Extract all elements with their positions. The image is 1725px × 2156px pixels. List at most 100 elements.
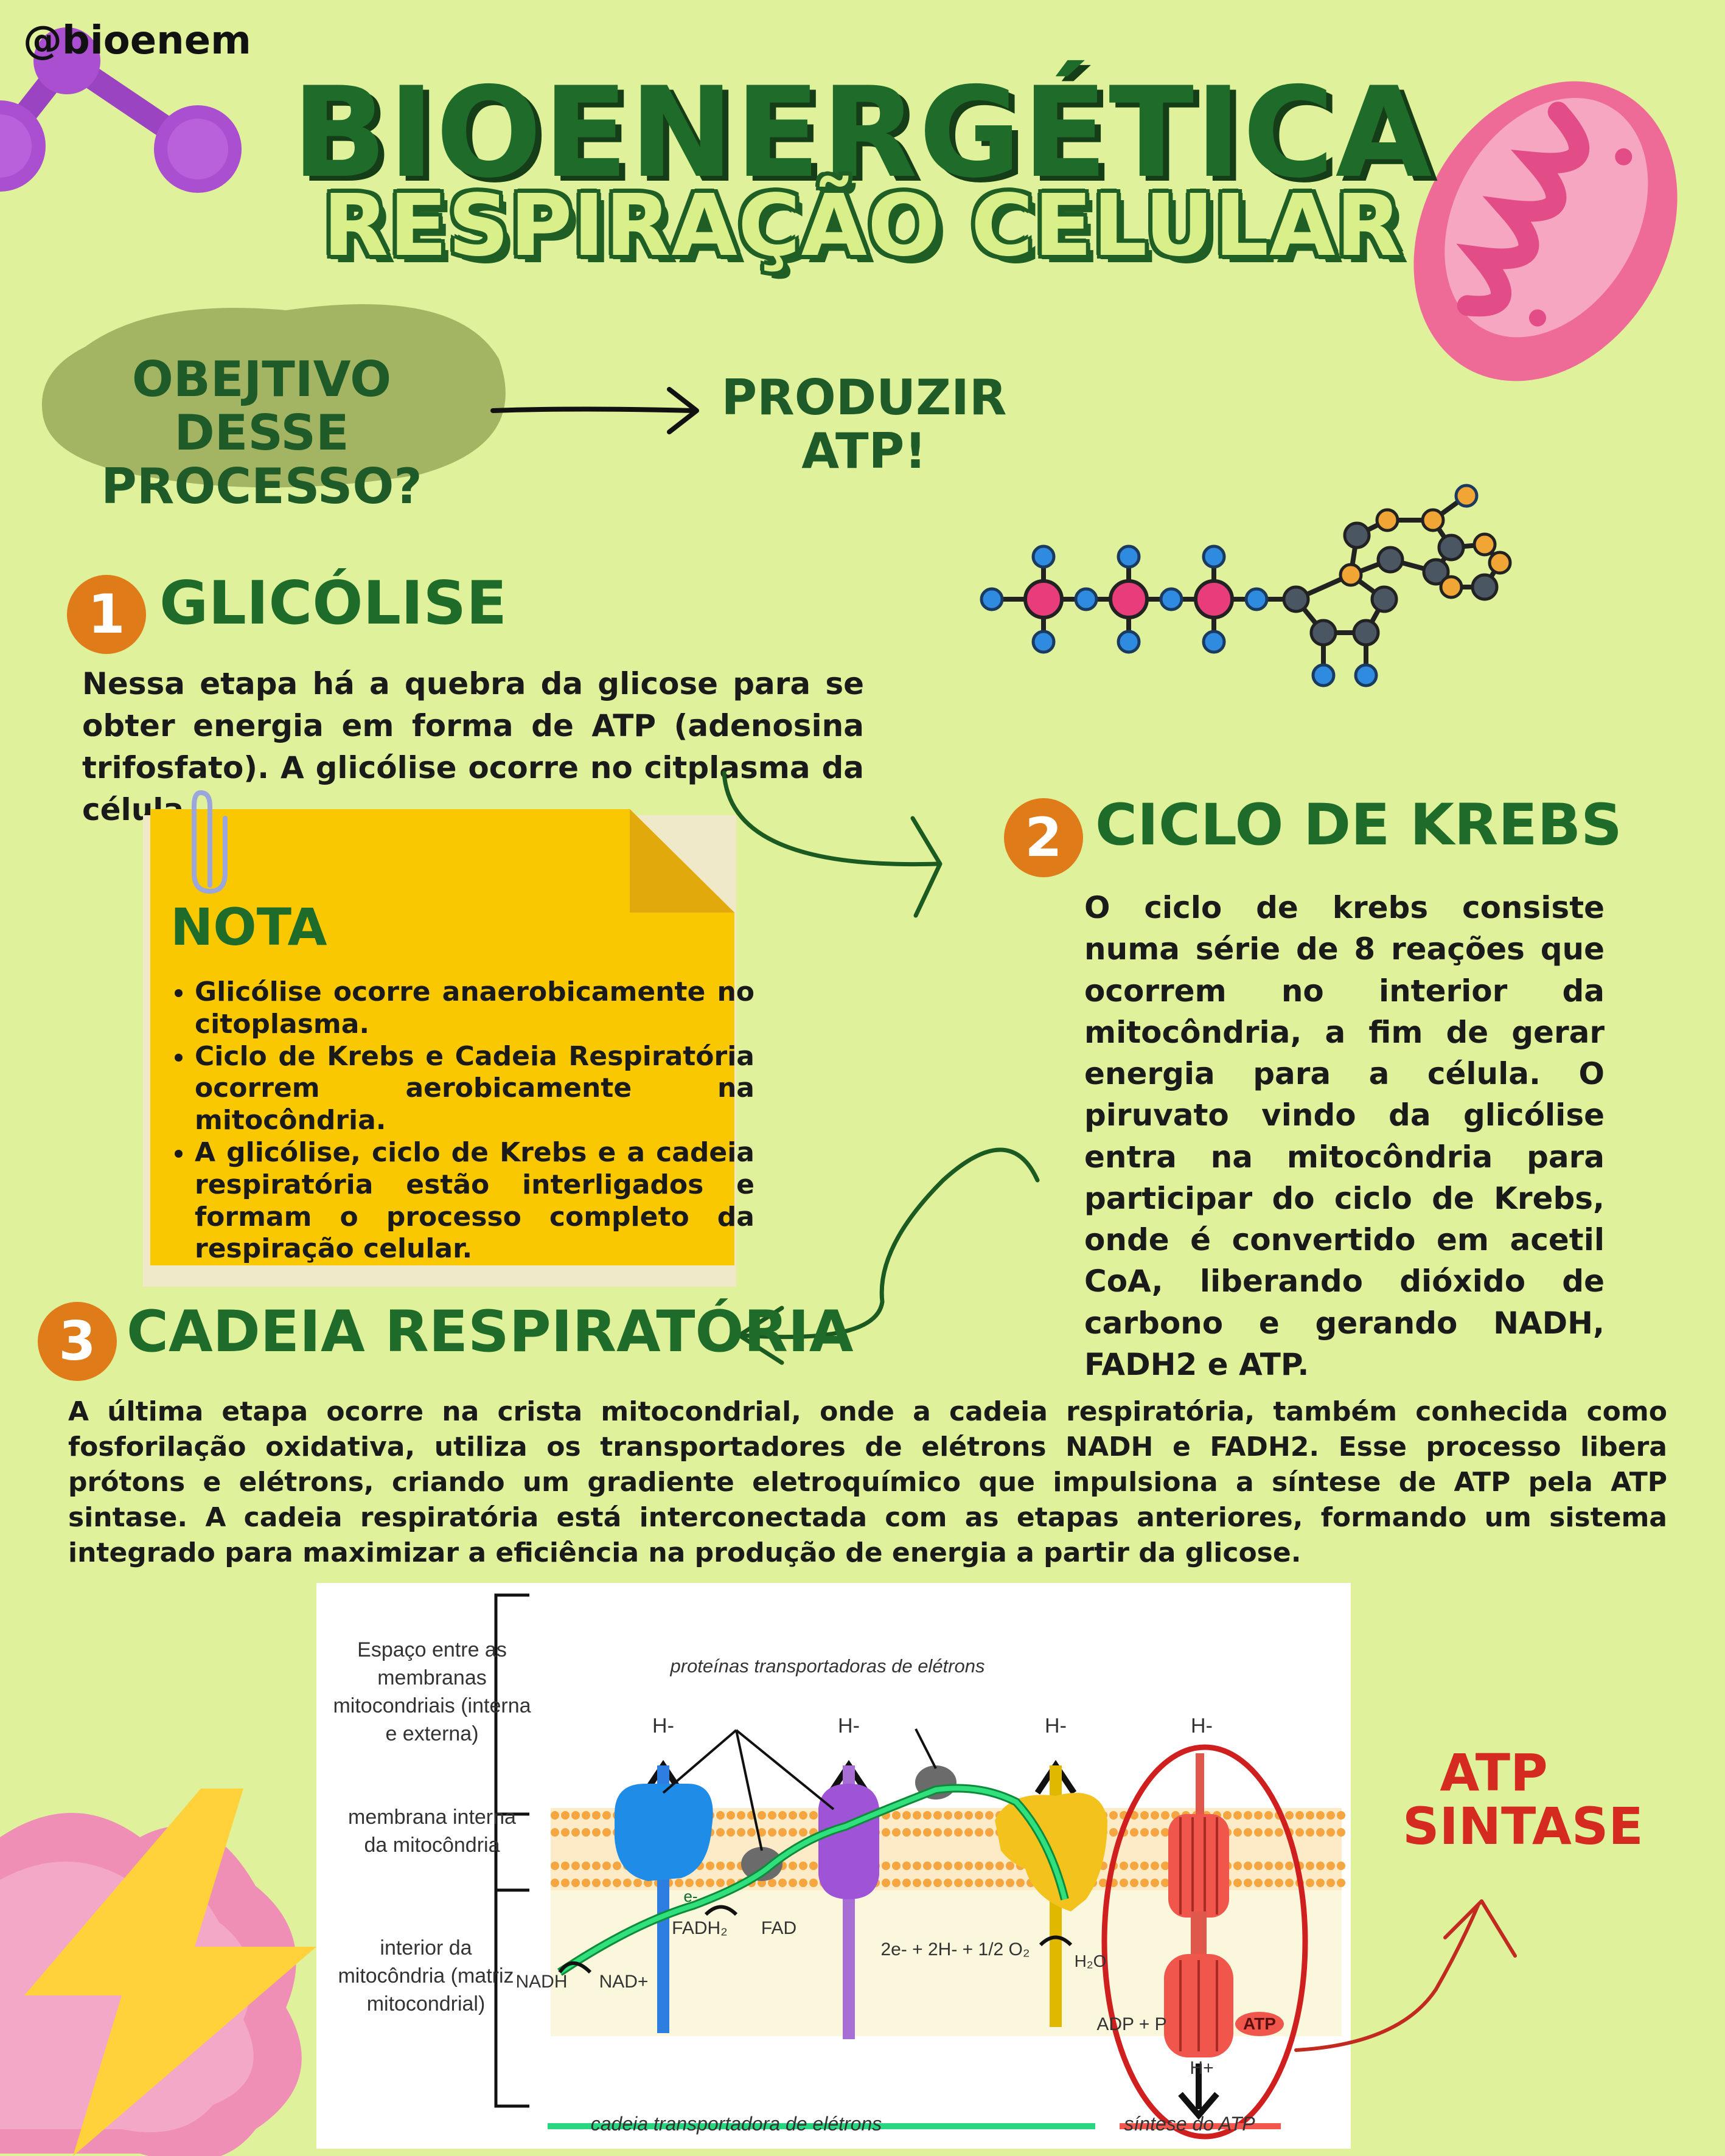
lipid-head <box>561 1862 570 1870</box>
section-text-krebs: O ciclo de krebs consiste numa série de … <box>1084 890 1605 1382</box>
lipid-head <box>902 1879 911 1887</box>
lipid-head <box>964 1862 973 1870</box>
atp-molecule-icon <box>980 484 1512 687</box>
lipid-head <box>758 1811 766 1820</box>
lipid-head <box>1337 1879 1345 1887</box>
lipid-head <box>923 1828 932 1837</box>
objective-blob <box>41 304 506 488</box>
lipid-head <box>954 1828 963 1837</box>
lipid-head <box>768 1879 776 1887</box>
lipid-head <box>561 1879 570 1887</box>
lipid-head <box>551 1811 559 1820</box>
lipid-head <box>727 1862 735 1870</box>
note-list: Glicólise ocorre anaerobicamente no cito… <box>163 976 754 1265</box>
lipid-head <box>902 1862 911 1870</box>
lipid-head <box>975 1879 983 1887</box>
lipid-head <box>985 1879 994 1887</box>
lipid-head <box>923 1862 932 1870</box>
lipid-head <box>1233 1811 1242 1820</box>
lipid-head <box>727 1828 735 1837</box>
lipid-head <box>1316 1828 1325 1837</box>
section-title-krebs: CICLO DE KREBS <box>1095 792 1622 858</box>
lipid-head <box>1337 1828 1345 1837</box>
molecule-decoration <box>0 27 242 193</box>
note-item: Ciclo de Krebs e Cadeia Respiratória oco… <box>195 1041 754 1137</box>
lipid-head <box>1130 1862 1138 1870</box>
label-water: H₂O <box>1074 1952 1107 1970</box>
label-h-1: H- <box>652 1714 674 1737</box>
account-handle: @bioenem <box>23 18 251 63</box>
lipid-head <box>592 1828 601 1837</box>
lipid-head <box>758 1828 766 1837</box>
lipid-head <box>1316 1811 1325 1820</box>
lipid-head <box>716 1828 725 1837</box>
lipid-head <box>1244 1862 1252 1870</box>
section-title-glicolise: GLICÓLISE <box>159 569 507 638</box>
section-text-glicolise: Nessa etapa há a quebra da glicose para … <box>82 666 864 827</box>
lipid-head <box>1140 1862 1149 1870</box>
objective-question: OBEJTIVO DESSE PROCESSO? <box>101 351 422 515</box>
lipid-head <box>1151 1879 1159 1887</box>
lipid-head <box>799 1811 807 1820</box>
label-adp: ADP + P <box>1096 2014 1167 2034</box>
lipid-head <box>933 1879 942 1887</box>
lipid-head <box>933 1828 942 1837</box>
lipid-head <box>1275 1879 1283 1887</box>
label-nad: NAD+ <box>599 1972 649 1992</box>
page-title: BIOENERGÉTICA <box>291 61 1434 206</box>
lipid-head <box>913 1811 921 1820</box>
lipid-head <box>913 1828 921 1837</box>
lipid-head <box>1295 1828 1304 1837</box>
lipid-head <box>1130 1828 1138 1837</box>
arrow-right-icon <box>490 387 699 434</box>
lipid-head <box>1140 1879 1149 1887</box>
lipid-head <box>995 1862 1004 1870</box>
label-nadh: NADH <box>515 1972 568 1992</box>
lipid-head <box>954 1879 963 1887</box>
lipid-head <box>923 1811 932 1820</box>
lipid-head <box>737 1811 745 1820</box>
lipid-head <box>1264 1828 1273 1837</box>
lipid-head <box>747 1828 756 1837</box>
lipid-head <box>1109 1811 1118 1820</box>
lipid-head <box>613 1879 621 1887</box>
lipid-head <box>561 1811 570 1820</box>
lipid-head <box>571 1811 580 1820</box>
lipid-head <box>882 1879 890 1887</box>
lipid-head <box>1120 1862 1128 1870</box>
lipid-head <box>1326 1879 1335 1887</box>
lipid-head <box>975 1811 983 1820</box>
curved-arrow-icon <box>722 770 943 918</box>
lipid-head <box>1233 1828 1242 1837</box>
step-number-badge: 1 <box>67 575 146 654</box>
lipid-head <box>592 1862 601 1870</box>
lipid-head <box>727 1811 735 1820</box>
lipid-head <box>1233 1862 1242 1870</box>
lipid-head <box>737 1828 745 1837</box>
lipid-head <box>902 1828 911 1837</box>
lipid-head <box>1337 1811 1345 1820</box>
lipid-head <box>789 1811 797 1820</box>
lipid-head <box>602 1828 611 1837</box>
lipid-head <box>809 1811 818 1820</box>
lipid-head <box>1244 1811 1252 1820</box>
lipid-head <box>913 1879 921 1887</box>
lipid-head <box>602 1811 611 1820</box>
lipid-head <box>571 1828 580 1837</box>
lipid-head <box>1326 1862 1335 1870</box>
note-title: NOTA <box>170 897 327 957</box>
lipid-head <box>1306 1879 1314 1887</box>
section-title-cadeia: CADEIA RESPIRATÓRIA <box>127 1299 854 1365</box>
lipid-head <box>892 1879 901 1887</box>
lipid-head <box>778 1828 787 1837</box>
label-h-4: H- <box>1191 1714 1213 1737</box>
note-card <box>143 809 736 1287</box>
lipid-head <box>985 1811 994 1820</box>
lightning-decoration <box>0 1789 316 2156</box>
lipid-head <box>902 1811 911 1820</box>
lipid-head <box>1264 1862 1273 1870</box>
lipid-head <box>551 1879 559 1887</box>
paperclip-icon <box>192 790 228 894</box>
lipid-head <box>685 1879 694 1887</box>
lipid-head <box>975 1828 983 1837</box>
